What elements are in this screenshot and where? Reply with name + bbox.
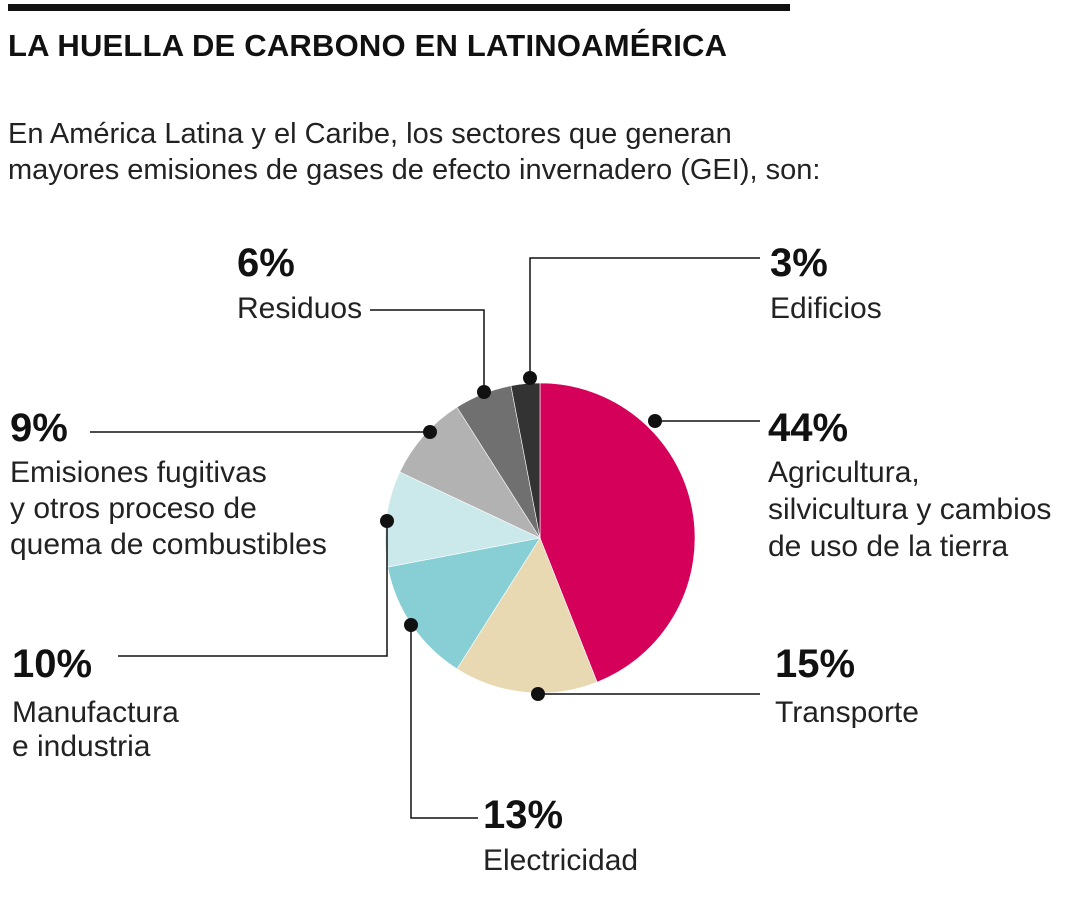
top-rule — [8, 4, 790, 11]
pie-slice — [510, 382, 541, 539]
slice-category-label: y otros proceso de — [10, 492, 257, 525]
slice-percent-label: 9% — [10, 406, 68, 450]
slice-percent-label: 44% — [768, 406, 848, 450]
leader-line — [410, 625, 478, 819]
slice-category-label: de uso de la tierra — [768, 530, 1008, 563]
chart-title: LA HUELLA DE CARBONO EN LATINOAMÉRICA — [8, 28, 728, 63]
slice-category-label: Residuos — [237, 292, 362, 325]
slice-percent-label: 3% — [770, 241, 828, 285]
leader-line — [118, 521, 388, 657]
slice-percent-label: 15% — [775, 642, 855, 686]
slice-category-label: Edificios — [770, 292, 882, 325]
slice-category-label: Manufactura — [12, 696, 179, 729]
slice-percent-label: 13% — [483, 793, 563, 837]
slice-category-label: Agricultura, — [768, 456, 920, 489]
chart-subtitle: En América Latina y el Caribe, los secto… — [8, 116, 908, 188]
pie-slice — [399, 406, 541, 539]
slice-percent-label: 10% — [12, 642, 92, 686]
leader-dot — [404, 618, 418, 632]
leader-dot — [531, 687, 545, 701]
leader-dot — [423, 425, 437, 439]
leader-dot — [477, 385, 491, 399]
slice-category-label: Emisiones fugitivas — [10, 456, 267, 489]
leader-dot — [523, 371, 537, 385]
slice-labels: 44% Agricultura, silvicultura y cambios de … — [10, 241, 1051, 877]
subtitle-line: mayores emisiones de gases de efecto inv… — [8, 154, 821, 186]
leader-lines — [90, 257, 760, 819]
slice-category-label: Electricidad — [483, 844, 638, 877]
subtitle-line: En América Latina y el Caribe, los secto… — [8, 118, 732, 150]
slice-percent-label: 6% — [237, 241, 295, 285]
slice-category-label: Transporte — [775, 696, 919, 729]
pie-slice — [539, 382, 696, 683]
slice-category-label: silvicultura y cambios — [768, 493, 1051, 526]
leader-dot — [648, 414, 662, 428]
leader-line — [370, 309, 485, 392]
leader-line — [529, 257, 760, 378]
pie-slices — [384, 382, 696, 694]
leader-dot — [380, 514, 394, 528]
slice-category-label: quema de combustibles — [10, 528, 327, 561]
slice-category-label: e industria — [12, 730, 151, 763]
pie-slice — [456, 537, 598, 694]
